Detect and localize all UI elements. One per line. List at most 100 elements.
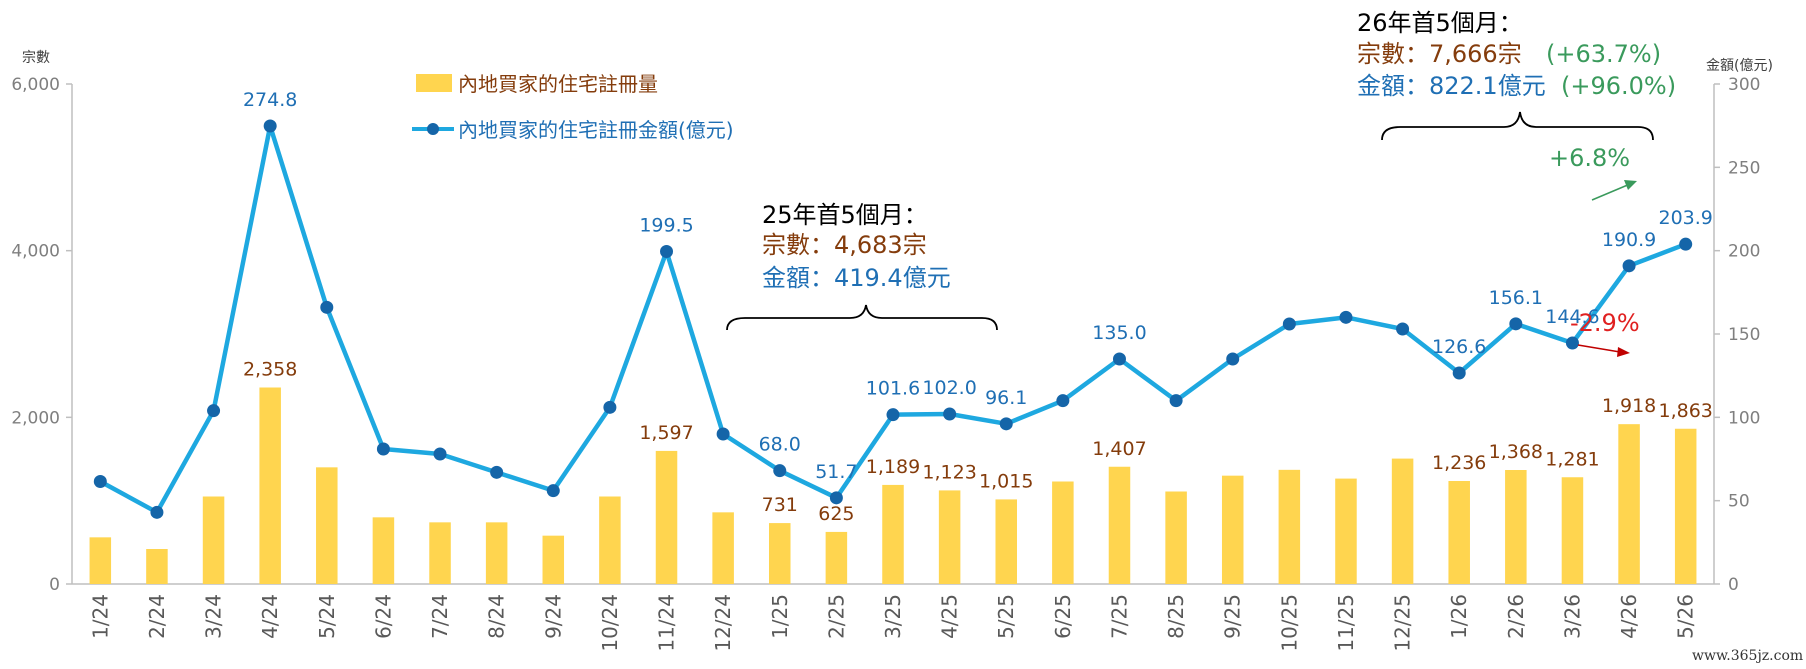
left-tick-label: 4,000	[11, 242, 60, 262]
category-label: 2/25	[824, 594, 848, 639]
category-label: 6/24	[371, 594, 395, 639]
line-point-8/25	[1169, 394, 1183, 408]
line-point-5/25	[999, 417, 1013, 431]
line-data-label: 68.0	[759, 434, 801, 456]
bar-data-label: 1,407	[1092, 438, 1146, 460]
bar-5/26	[1674, 428, 1697, 584]
category-label: 5/26	[1674, 594, 1698, 639]
line-data-label: 190.9	[1602, 229, 1656, 251]
change-up-label: +6.8%	[1549, 144, 1630, 172]
bar-2/26	[1505, 470, 1527, 584]
bar-6/24	[372, 517, 395, 584]
bar-1/24	[89, 537, 112, 584]
category-label: 9/24	[541, 594, 565, 639]
bar-9/24	[542, 535, 565, 584]
bar-data-label: 1,918	[1602, 395, 1656, 417]
annotation-2025-title: 25年首5個月：	[762, 201, 928, 229]
bar-data-label: 1,015	[979, 470, 1033, 492]
bar-4/25	[938, 490, 961, 584]
bar-data-label: 1,189	[866, 456, 920, 478]
bar-4/26	[1618, 424, 1640, 584]
annotation-2026-count-change: (+63.7%)	[1546, 40, 1661, 68]
left-axis-title: 宗數	[22, 50, 50, 66]
category-label: 10/24	[598, 594, 622, 652]
line-data-label: 203.9	[1658, 207, 1712, 229]
right-tick-label: 200	[1728, 242, 1760, 262]
line-point-9/25	[1226, 352, 1240, 366]
line-data-label: 51.7	[815, 461, 857, 483]
line-data-label: 126.6	[1432, 336, 1486, 358]
legend: 內地買家的住宅註冊量 內地買家的住宅註冊金額(億元)	[412, 72, 734, 142]
category-label: 1/25	[768, 594, 792, 639]
line-point-6/25	[1056, 394, 1070, 408]
line-point-11/25	[1339, 310, 1353, 324]
category-label: 1/26	[1447, 594, 1471, 639]
line-point-4/25	[943, 407, 957, 421]
line-point-2/24	[150, 505, 164, 519]
bar-7/24	[429, 522, 451, 584]
left-tick-label: 2,000	[11, 408, 60, 428]
line-point-11/24	[660, 245, 674, 258]
watermark: www.365jz.com	[1692, 648, 1803, 664]
bar-5/24	[316, 467, 338, 584]
line-point-4/26	[1622, 259, 1636, 273]
legend-bar-label: 內地買家的住宅註冊量	[458, 72, 658, 96]
category-label: 3/24	[202, 594, 226, 639]
annotation-2025-count: 宗數：4,683宗	[762, 231, 927, 259]
line-data-label: 96.1	[985, 387, 1027, 409]
category-label: 4/24	[258, 594, 282, 639]
line-point-10/25	[1282, 317, 1296, 331]
change-down-label: -2.9%	[1570, 309, 1640, 337]
category-label: 7/25	[1107, 594, 1131, 639]
line-point-7/24	[433, 447, 447, 461]
category-label: 6/25	[1051, 594, 1075, 639]
category-label: 4/26	[1617, 594, 1641, 639]
line-point-3/25	[886, 408, 900, 422]
bar-9/25	[1221, 475, 1244, 584]
category-labels: 1/24 2/24 3/24 4/24 5/24 6/24 7/24 8/24 9/24 10/2…	[88, 594, 1697, 652]
legend-line-label: 內地買家的住宅註冊金額(億元)	[458, 118, 734, 142]
bar-data-labels: 2,358 1,597 731 625 1,189 1,123 1,015 1,407 1,23…	[243, 359, 1713, 525]
line-point-12/24	[716, 427, 730, 441]
line-point-9/24	[546, 484, 560, 498]
bar-data-label: 1,863	[1658, 400, 1712, 422]
legend-line-marker	[427, 123, 439, 135]
category-label: 4/25	[938, 594, 962, 639]
line-point-3/24	[207, 404, 221, 418]
annotation-2026-amount: 金額：822.1億元	[1357, 72, 1546, 100]
right-tick-label: 150	[1728, 325, 1760, 345]
line-point-1/24	[93, 475, 107, 488]
annotation-2026-title: 26年首5個月：	[1357, 9, 1523, 37]
right-tick-label: 50	[1728, 492, 1750, 512]
annotation-2026-amount-change: (+96.0%)	[1561, 72, 1676, 100]
line-point-2/25	[829, 491, 843, 505]
bar-data-label: 625	[818, 503, 854, 525]
bar-data-label: 2,358	[243, 359, 297, 381]
bar-1/26	[1448, 481, 1470, 584]
bar-series	[89, 387, 1697, 584]
category-label: 12/25	[1391, 594, 1415, 652]
category-label: 3/25	[881, 594, 905, 639]
bar-data-label: 1,281	[1545, 448, 1599, 470]
category-label: 9/25	[1221, 594, 1245, 639]
line-series	[93, 119, 1693, 519]
bar-data-label: 1,597	[639, 422, 693, 444]
category-label: 2/24	[145, 594, 169, 639]
bar-12/25	[1391, 458, 1414, 584]
line-point-2/26	[1509, 317, 1523, 331]
bar-4/24	[259, 387, 281, 584]
right-tick-label: 250	[1728, 158, 1760, 178]
category-label: 5/24	[315, 594, 339, 639]
bar-3/25	[882, 484, 904, 584]
bar-11/25	[1335, 478, 1357, 584]
bar-11/24	[655, 450, 678, 584]
line-point-6/24	[376, 442, 390, 456]
line-point-1/26	[1452, 366, 1466, 380]
bar-10/25	[1278, 469, 1301, 584]
line-point-3/26	[1565, 336, 1579, 350]
category-label: 3/26	[1560, 594, 1584, 639]
legend-bar-swatch	[416, 74, 452, 92]
line-data-label: 135.0	[1092, 322, 1146, 344]
line-point-10/24	[603, 400, 617, 414]
bar-3/26	[1561, 477, 1584, 584]
